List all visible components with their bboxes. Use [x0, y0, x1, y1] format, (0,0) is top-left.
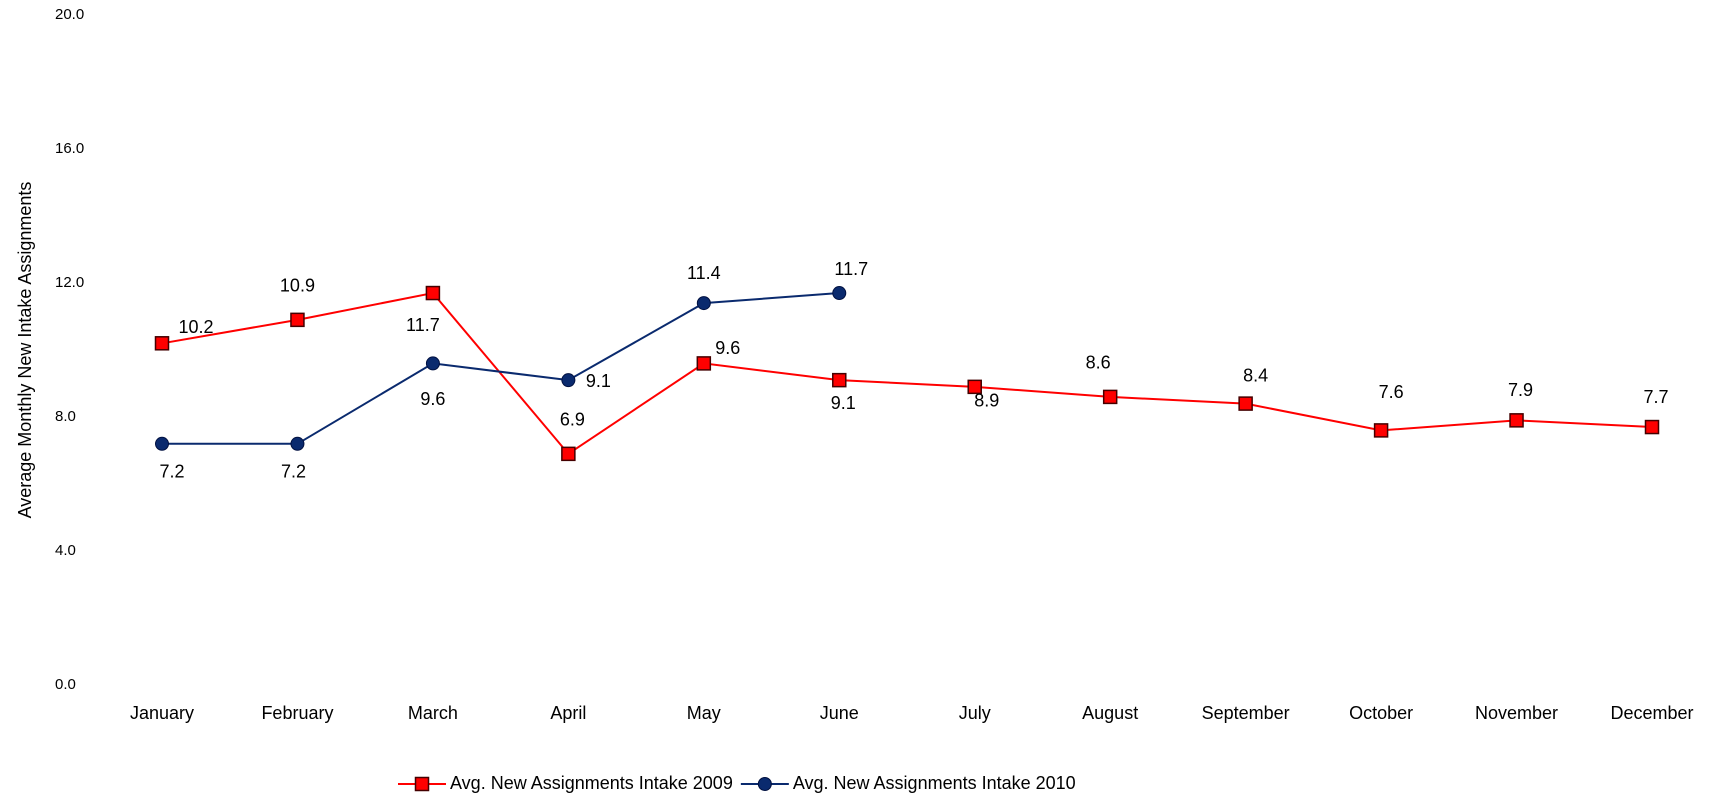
- data-label: 8.9: [974, 391, 999, 411]
- point: [290, 436, 305, 451]
- x-tick-label: September: [1202, 703, 1290, 723]
- x-tick-label: July: [959, 703, 991, 723]
- point: [1102, 389, 1118, 405]
- x-tick-label: April: [550, 703, 586, 723]
- data-label: 9.6: [715, 338, 740, 358]
- point: [290, 312, 305, 328]
- x-tick-label: March: [408, 703, 458, 723]
- x-tick-label: June: [820, 703, 859, 723]
- x-tick-label: February: [261, 703, 333, 723]
- data-label: 7.7: [1643, 387, 1668, 407]
- data-label: 10.9: [280, 276, 315, 296]
- data-label: 8.4: [1243, 365, 1268, 385]
- data-label: 11.4: [687, 263, 721, 283]
- series-line: [161, 291, 1653, 456]
- data-label: 9.1: [586, 371, 611, 391]
- data-label: 7.2: [281, 462, 306, 482]
- point: [832, 372, 847, 388]
- point: [155, 436, 169, 451]
- point: [1644, 419, 1660, 435]
- point: [561, 373, 576, 388]
- point: [154, 336, 170, 351]
- point: [832, 286, 847, 301]
- point: [1238, 396, 1253, 411]
- series-line: [162, 292, 840, 445]
- point: [425, 285, 441, 301]
- x-tick-label: August: [1082, 703, 1138, 723]
- y-tick-label: 0.0: [55, 676, 76, 693]
- x-tick-label: October: [1349, 703, 1413, 723]
- legend-marker: [414, 776, 430, 792]
- data-label: 7.6: [1379, 382, 1404, 402]
- point: [696, 356, 712, 371]
- data-label: 7.9: [1508, 380, 1533, 400]
- data-label: 8.6: [1086, 353, 1111, 373]
- point: [696, 296, 711, 311]
- data-label: 9.6: [420, 389, 445, 409]
- point: [1509, 413, 1524, 428]
- x-tick-label: December: [1610, 703, 1693, 723]
- legend-label: Avg. New Assignments Intake 2010: [793, 773, 1076, 793]
- point: [1373, 423, 1389, 438]
- x-tick-label: January: [130, 703, 194, 723]
- y-tick-label: 16.0: [55, 140, 84, 157]
- legend-marker: [757, 777, 772, 791]
- point: [425, 356, 440, 371]
- y-axis-title: Average Monthly New Intake Assignments: [15, 182, 35, 519]
- y-tick-label: 4.0: [55, 542, 76, 559]
- data-label: 11.7: [834, 259, 868, 279]
- y-tick-label: 20.0: [55, 6, 84, 23]
- data-label: 7.2: [159, 462, 184, 482]
- x-tick-label: May: [687, 703, 721, 723]
- y-tick-label: 8.0: [55, 408, 76, 425]
- point: [967, 379, 982, 395]
- data-label: 9.1: [831, 393, 856, 413]
- point: [561, 446, 576, 462]
- y-tick-label: 12.0: [55, 274, 84, 291]
- data-label: 6.9: [560, 410, 585, 430]
- x-tick-label: November: [1475, 703, 1558, 723]
- data-label: 11.7: [406, 315, 440, 335]
- data-label: 10.2: [178, 317, 213, 337]
- legend-label: Avg. New Assignments Intake 2009: [450, 773, 733, 793]
